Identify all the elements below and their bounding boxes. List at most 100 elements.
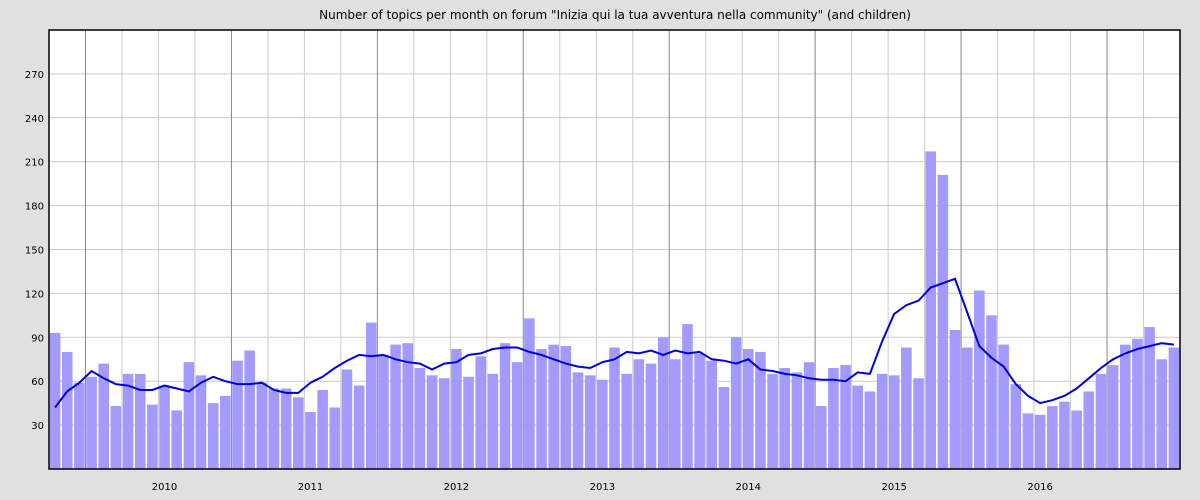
bar	[353, 385, 365, 469]
bar	[670, 359, 681, 469]
bar	[134, 373, 146, 469]
bar	[171, 410, 182, 469]
bar	[511, 362, 523, 469]
bar	[840, 365, 851, 469]
bar	[828, 368, 839, 469]
bar	[74, 382, 85, 469]
bar	[864, 391, 876, 469]
bar	[268, 388, 280, 469]
bar	[183, 362, 195, 469]
bar	[815, 406, 827, 469]
bar	[159, 385, 170, 469]
bar	[341, 369, 353, 469]
bar	[86, 376, 97, 469]
bar	[572, 372, 584, 469]
bar	[1168, 347, 1180, 469]
bar	[1107, 365, 1119, 469]
bar	[220, 395, 231, 469]
bar	[402, 343, 414, 469]
y-tick-label: 150	[25, 246, 44, 257]
bar	[280, 388, 292, 469]
bar	[888, 375, 900, 469]
bar	[317, 389, 328, 469]
bar	[305, 411, 316, 469]
bar	[122, 373, 134, 469]
bar	[1010, 384, 1022, 469]
bar	[1144, 327, 1155, 469]
y-tick-label: 120	[25, 289, 44, 300]
bar	[1034, 414, 1046, 469]
bar	[365, 322, 377, 469]
bar	[633, 359, 645, 469]
bar	[147, 404, 158, 469]
bar	[499, 343, 511, 469]
x-tick-label: 2013	[590, 482, 615, 493]
trend-line	[54, 277, 1175, 409]
bar	[584, 375, 596, 469]
bar	[463, 376, 474, 469]
bar	[524, 318, 535, 469]
bar	[682, 324, 693, 469]
bar	[791, 372, 803, 469]
bar	[207, 403, 219, 469]
x-tick-label: 2016	[1027, 482, 1052, 493]
y-tick-label: 270	[25, 70, 44, 81]
bar	[657, 337, 669, 469]
bar	[803, 362, 815, 469]
bar	[621, 373, 632, 469]
x-tick-label: 2011	[298, 482, 323, 493]
bar	[949, 329, 961, 469]
bar	[438, 378, 450, 469]
bar	[293, 397, 304, 469]
y-tick-label: 180	[25, 202, 44, 213]
bar	[755, 351, 766, 469]
plot-frame	[48, 29, 1181, 470]
bar	[901, 347, 912, 469]
y-tick-label: 30	[31, 421, 44, 432]
bar	[560, 346, 572, 469]
bar	[1071, 410, 1082, 469]
bar	[1022, 413, 1034, 469]
bar	[742, 349, 754, 469]
bar	[195, 375, 207, 469]
y-tick-label: 90	[31, 333, 44, 344]
bar	[61, 351, 73, 469]
x-tick-label: 2012	[444, 482, 469, 493]
bar	[451, 349, 462, 469]
x-tick-label: 2014	[736, 482, 761, 493]
bar	[426, 375, 438, 469]
bar	[414, 368, 426, 469]
x-tick-label: 2010	[152, 482, 177, 493]
bar	[1156, 359, 1168, 469]
bar	[767, 373, 778, 469]
bar	[998, 344, 1009, 469]
bar	[378, 354, 389, 469]
y-tick-label: 240	[25, 114, 44, 125]
bar	[548, 344, 559, 469]
y-tick-label: 210	[25, 158, 44, 169]
bar	[1083, 391, 1095, 469]
bar	[779, 368, 791, 469]
bar	[1132, 338, 1143, 469]
x-tick-label: 2015	[881, 482, 906, 493]
bar	[487, 373, 499, 469]
bar	[645, 363, 657, 469]
bar	[244, 350, 255, 469]
bar	[961, 347, 973, 469]
bar	[852, 385, 864, 469]
bar	[597, 379, 608, 469]
bar	[986, 315, 997, 469]
bar	[329, 407, 341, 469]
bar	[609, 347, 620, 469]
bar	[232, 360, 243, 469]
bar	[536, 349, 547, 469]
bar	[876, 373, 888, 469]
y-tick-label: 60	[31, 377, 44, 388]
bar	[1047, 406, 1058, 469]
bar	[913, 378, 924, 469]
bar	[1119, 344, 1131, 469]
bar	[1095, 373, 1107, 469]
bar	[706, 360, 718, 469]
